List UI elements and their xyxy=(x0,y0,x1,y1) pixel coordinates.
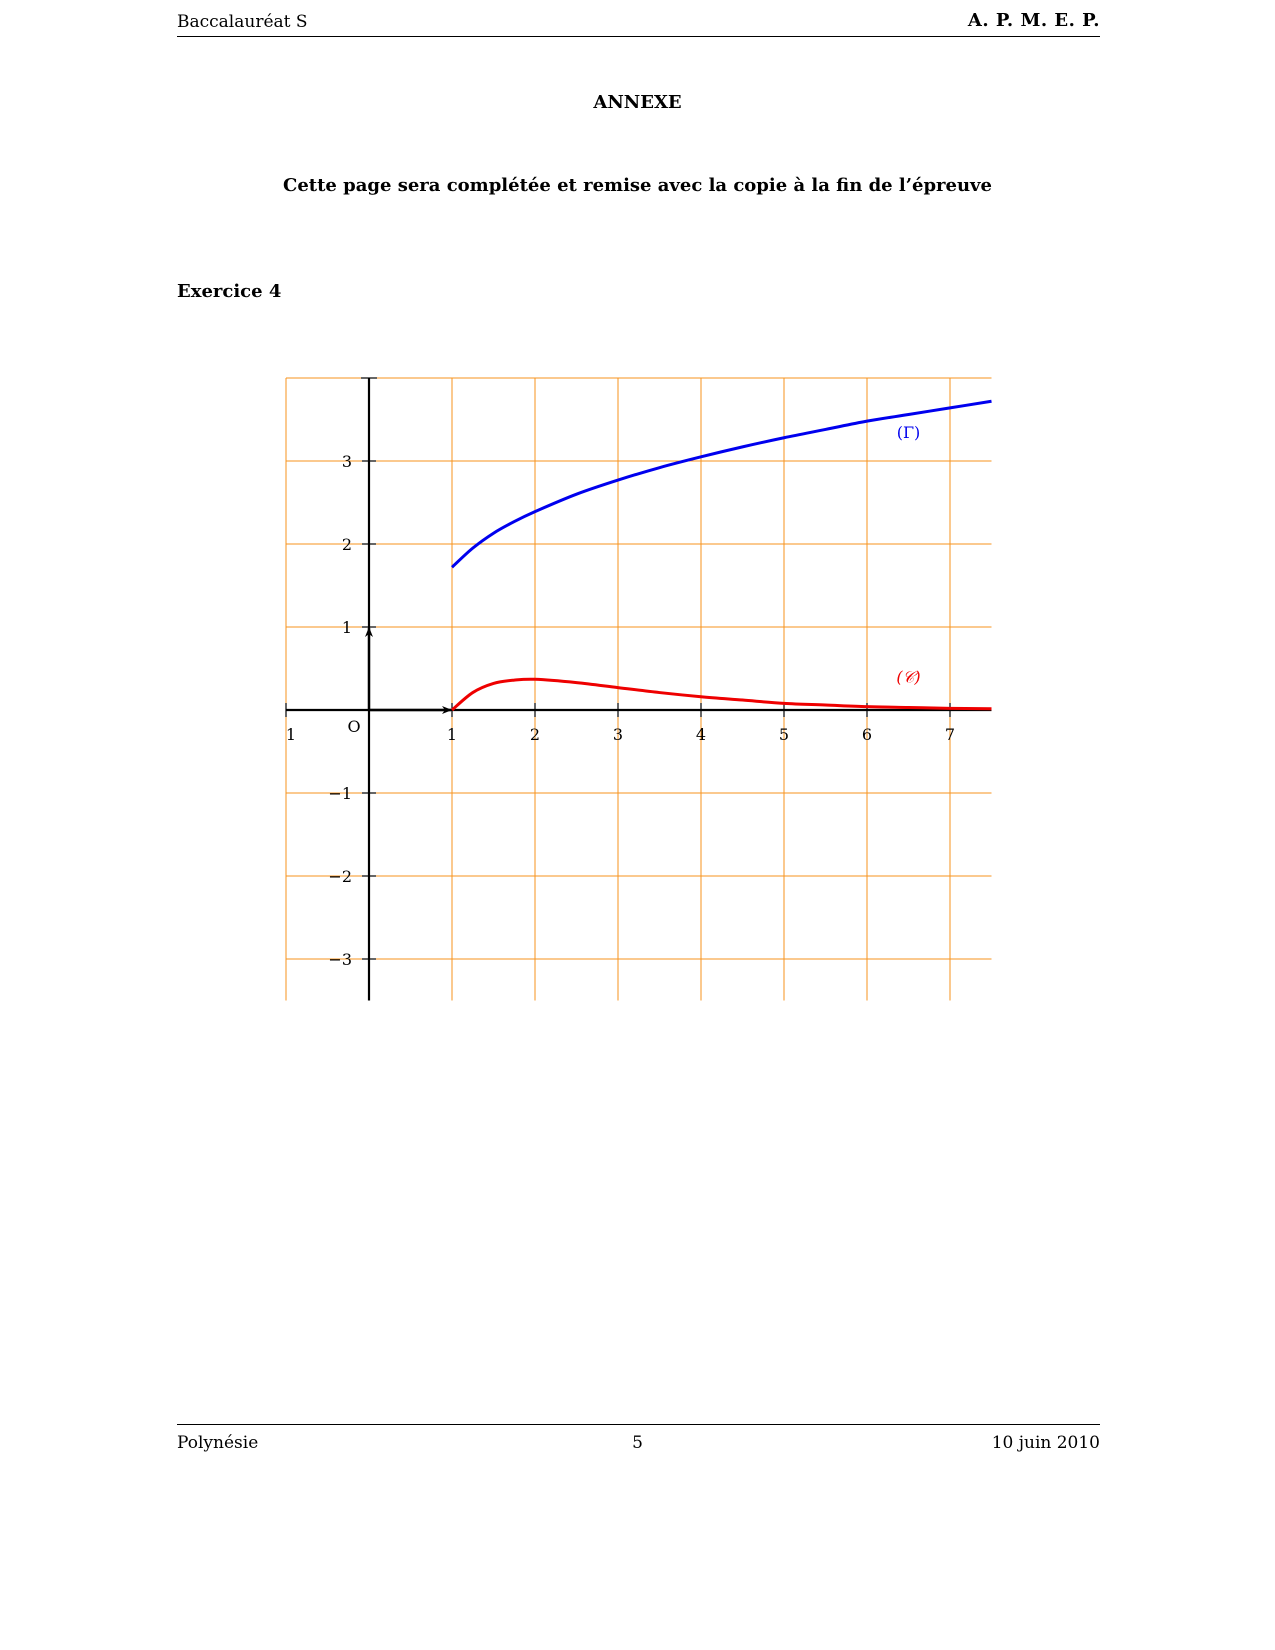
footer-location: Polynésie xyxy=(177,1433,259,1453)
y-tick-label: −1 xyxy=(328,784,352,803)
y-tick-label: 2 xyxy=(342,535,352,554)
exercise-label: Exercice 4 xyxy=(177,281,282,302)
y-tick-label: 1 xyxy=(342,618,352,637)
curve-gamma xyxy=(450,399,992,569)
origin-label: O xyxy=(347,717,360,736)
y-tick-label: 3 xyxy=(342,452,352,471)
footer-rule xyxy=(177,1424,1100,1425)
annex-instruction: Cette page sera complétée et remise avec… xyxy=(283,175,992,196)
x-tick-label: 1 xyxy=(286,725,296,744)
curve-gamma-label: (Γ) xyxy=(897,423,921,442)
header-rule xyxy=(177,36,1100,37)
header-exam-name: Baccalauréat S xyxy=(177,12,308,32)
header-publisher: A. P. M. E. P. xyxy=(967,10,1100,31)
x-tick-label: 6 xyxy=(862,725,872,744)
annex-title: ANNEXE xyxy=(593,92,682,113)
x-tick-label: 7 xyxy=(945,725,955,744)
y-tick-label: −3 xyxy=(328,950,352,969)
page-number: 5 xyxy=(632,1433,643,1453)
x-tick-label: 3 xyxy=(613,725,623,744)
x-tick-label: 5 xyxy=(779,725,789,744)
x-tick-label: 2 xyxy=(530,725,540,744)
x-tick-label: 1 xyxy=(447,725,457,744)
curve-c xyxy=(451,677,992,712)
x-tick-label: 4 xyxy=(696,725,706,744)
footer-date: 10 juin 2010 xyxy=(991,1433,1100,1453)
y-tick-label: −2 xyxy=(328,867,352,886)
curve-c-label: (𝒞) xyxy=(896,668,920,687)
